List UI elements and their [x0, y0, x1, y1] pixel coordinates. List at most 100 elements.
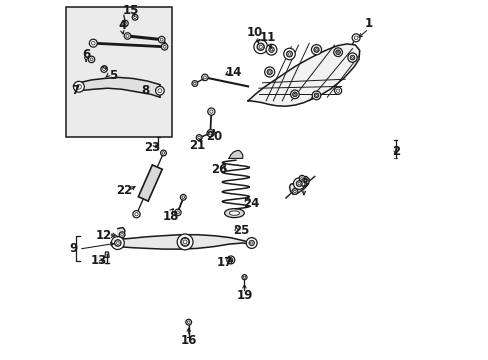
Text: 2: 2 — [391, 145, 399, 158]
Circle shape — [351, 57, 353, 59]
Circle shape — [259, 45, 262, 49]
Circle shape — [334, 87, 341, 94]
Circle shape — [313, 47, 318, 52]
Circle shape — [228, 258, 232, 262]
Circle shape — [134, 16, 136, 19]
Text: 13: 13 — [90, 255, 106, 267]
Circle shape — [121, 233, 123, 236]
Text: 3: 3 — [299, 177, 307, 190]
Circle shape — [299, 175, 305, 181]
Circle shape — [293, 93, 295, 95]
Circle shape — [314, 94, 318, 97]
Circle shape — [242, 275, 246, 280]
Text: 17: 17 — [216, 256, 232, 269]
Circle shape — [266, 69, 272, 75]
Circle shape — [102, 68, 105, 71]
Circle shape — [292, 93, 296, 96]
Circle shape — [283, 48, 295, 60]
Polygon shape — [79, 77, 160, 97]
Circle shape — [243, 276, 245, 278]
Circle shape — [181, 238, 188, 246]
Circle shape — [155, 86, 164, 95]
Circle shape — [257, 43, 264, 50]
Circle shape — [229, 259, 231, 261]
Circle shape — [124, 33, 130, 39]
Circle shape — [122, 20, 128, 27]
Circle shape — [351, 34, 359, 42]
Circle shape — [104, 67, 105, 68]
Bar — [66, 7, 172, 137]
Circle shape — [177, 234, 193, 250]
Circle shape — [264, 67, 274, 77]
Circle shape — [300, 177, 303, 180]
Circle shape — [196, 135, 202, 140]
Circle shape — [209, 110, 213, 113]
Circle shape — [115, 240, 121, 246]
Circle shape — [76, 84, 81, 89]
Circle shape — [267, 70, 271, 74]
Text: 1: 1 — [364, 17, 372, 30]
Text: 10: 10 — [246, 26, 263, 39]
Text: 22: 22 — [116, 184, 132, 197]
Circle shape — [314, 48, 318, 52]
Polygon shape — [247, 44, 359, 106]
Circle shape — [315, 94, 317, 96]
Circle shape — [180, 194, 186, 200]
Circle shape — [333, 48, 342, 57]
Polygon shape — [289, 176, 309, 194]
Circle shape — [160, 150, 166, 156]
Circle shape — [111, 237, 124, 249]
Text: 18: 18 — [162, 210, 179, 222]
Circle shape — [119, 232, 125, 238]
Circle shape — [90, 58, 93, 61]
Text: 9: 9 — [69, 242, 78, 255]
Circle shape — [297, 182, 300, 185]
Circle shape — [349, 55, 354, 60]
Circle shape — [257, 44, 263, 50]
Circle shape — [181, 238, 189, 246]
Text: 11: 11 — [259, 31, 275, 44]
Text: 19: 19 — [236, 289, 252, 302]
Circle shape — [335, 50, 339, 54]
Circle shape — [132, 14, 138, 20]
Circle shape — [203, 76, 206, 79]
Circle shape — [350, 55, 354, 60]
Text: 25: 25 — [232, 224, 248, 237]
Circle shape — [336, 51, 338, 53]
Circle shape — [250, 242, 252, 244]
Circle shape — [296, 181, 301, 186]
Ellipse shape — [229, 211, 239, 215]
Text: 15: 15 — [122, 4, 139, 17]
Circle shape — [161, 44, 167, 50]
Text: 16: 16 — [180, 334, 197, 347]
Circle shape — [126, 35, 129, 37]
Circle shape — [103, 66, 106, 69]
Circle shape — [182, 196, 184, 199]
Circle shape — [228, 258, 232, 262]
Circle shape — [268, 71, 270, 73]
Circle shape — [293, 178, 305, 189]
Polygon shape — [228, 150, 242, 158]
Circle shape — [192, 81, 197, 86]
Circle shape — [135, 212, 138, 216]
Circle shape — [314, 93, 318, 98]
Circle shape — [290, 90, 299, 99]
Text: 6: 6 — [82, 48, 90, 60]
Circle shape — [286, 51, 291, 57]
Circle shape — [246, 238, 257, 248]
Polygon shape — [118, 228, 125, 239]
Circle shape — [292, 92, 296, 96]
Circle shape — [91, 41, 95, 45]
Text: 12: 12 — [96, 229, 112, 242]
Circle shape — [268, 47, 273, 52]
Text: 20: 20 — [205, 130, 222, 143]
Circle shape — [311, 91, 320, 100]
Circle shape — [183, 240, 187, 244]
Text: 14: 14 — [225, 66, 242, 78]
Circle shape — [296, 181, 302, 186]
Circle shape — [162, 152, 164, 154]
Circle shape — [73, 81, 84, 92]
Circle shape — [114, 240, 121, 246]
Circle shape — [286, 51, 292, 57]
Circle shape — [335, 50, 340, 54]
